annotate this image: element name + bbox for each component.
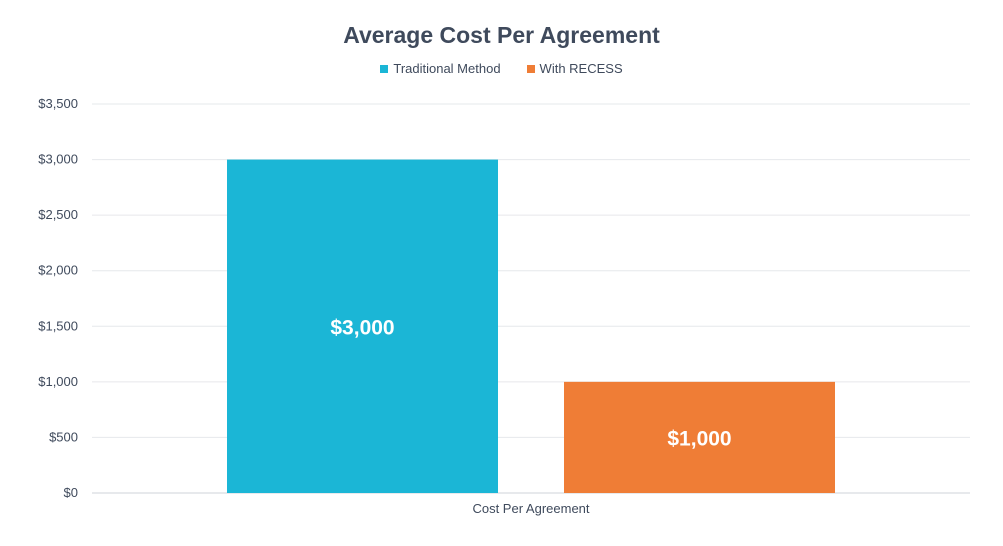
- y-tick-label: $2,000: [38, 263, 78, 278]
- x-tick-label: Cost Per Agreement: [472, 501, 589, 516]
- y-tick-label: $3,500: [38, 96, 78, 111]
- y-tick-label: $500: [49, 429, 78, 444]
- bar-data-label: $1,000: [667, 427, 731, 450]
- bar-data-label: $3,000: [330, 316, 394, 339]
- y-tick-label: $2,500: [38, 207, 78, 222]
- legend-item-traditional[interactable]: Traditional Method: [380, 61, 501, 76]
- y-tick-label: $1,500: [38, 318, 78, 333]
- y-tick-label: $3,000: [38, 152, 78, 167]
- legend: Traditional Method With RECESS: [0, 61, 1003, 76]
- bar: [227, 159, 498, 494]
- legend-swatch-recess: [526, 64, 535, 73]
- chart-title: Average Cost Per Agreement: [343, 22, 660, 48]
- y-tick-label: $1,000: [38, 374, 78, 389]
- legend-label-recess: With RECESS: [539, 61, 623, 76]
- bar: [564, 381, 835, 493]
- legend-label-traditional: Traditional Method: [393, 61, 501, 76]
- y-tick-label: $0: [64, 485, 78, 500]
- legend-swatch-traditional: [380, 64, 389, 73]
- legend-item-recess[interactable]: With RECESS: [526, 61, 623, 76]
